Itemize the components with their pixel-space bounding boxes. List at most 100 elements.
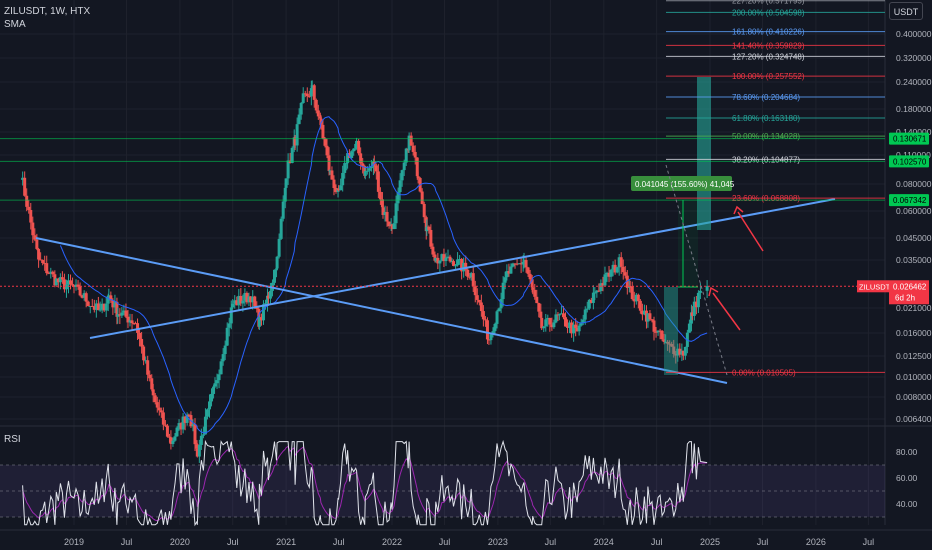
candle-body	[231, 303, 235, 308]
candle-body	[227, 323, 231, 328]
candle-body	[454, 265, 458, 267]
candle-body	[263, 303, 267, 305]
candle-body	[566, 326, 570, 328]
candle-body	[86, 301, 90, 307]
candle-body	[591, 292, 595, 303]
candle-body	[609, 269, 613, 277]
candle-body	[303, 93, 307, 95]
candle-body	[460, 259, 464, 272]
price-axis-tick: 0.240000	[896, 77, 932, 87]
rsi-pane-label: RSI	[4, 434, 21, 445]
candle-body	[195, 448, 199, 457]
candle-body	[681, 350, 685, 356]
currency-button[interactable]: USDT	[889, 2, 923, 20]
candle-body	[638, 300, 642, 311]
level-price-tag-text: 0.067342	[893, 196, 927, 205]
time-axis-tick: 2019	[64, 537, 84, 547]
candle-body	[396, 192, 400, 204]
candle-body	[229, 307, 233, 324]
candle-body	[468, 276, 472, 278]
candle-body	[483, 319, 487, 321]
time-axis-tick: Jul	[757, 537, 769, 547]
candle-body	[507, 271, 511, 274]
candle-body	[587, 299, 591, 309]
candle-body	[385, 211, 389, 222]
candle-body	[658, 330, 662, 332]
candle-body	[309, 88, 313, 97]
candle-body	[45, 263, 49, 274]
candle-body	[424, 217, 428, 232]
candle-body	[337, 188, 341, 191]
time-axis-tick: 2020	[170, 537, 190, 547]
candle-body	[191, 424, 195, 427]
candle-body	[464, 262, 468, 270]
candle-body	[197, 444, 201, 457]
candle-body	[261, 304, 265, 321]
time-axis-tick: Jul	[227, 537, 239, 547]
candle-body	[517, 263, 521, 265]
candle-body	[327, 155, 331, 171]
candle-body	[462, 262, 466, 272]
rsi-ma-line	[22, 445, 708, 522]
candle-body	[369, 166, 373, 169]
level-price-tag	[889, 194, 929, 207]
candle-body	[577, 325, 581, 332]
rsi-band	[0, 465, 885, 517]
candle-body	[696, 292, 700, 308]
candle-body	[398, 180, 402, 193]
candle-body	[350, 151, 354, 158]
candle-body	[597, 290, 601, 292]
candle-body	[619, 257, 623, 267]
candle-body	[415, 157, 419, 177]
candle-body	[142, 346, 146, 361]
candle-body	[539, 311, 543, 318]
candle-body	[341, 172, 345, 186]
candle-body	[128, 320, 132, 323]
candle-body	[628, 286, 632, 288]
candle-body	[332, 179, 336, 188]
candle-body	[301, 93, 305, 103]
candle-body	[522, 260, 526, 262]
candle-body	[118, 314, 122, 316]
candle-body	[64, 284, 68, 290]
candle-body	[213, 383, 217, 387]
candle-body	[233, 300, 237, 304]
time-axis-tick: 2022	[382, 537, 402, 547]
candle-body	[361, 163, 365, 167]
candle-body	[54, 278, 58, 286]
level-price-tag	[889, 132, 929, 145]
candle-body	[116, 314, 120, 317]
candle-body	[138, 332, 142, 339]
time-axis-tick: Jul	[651, 537, 663, 547]
candle-body	[277, 238, 281, 257]
candle-body	[66, 280, 70, 285]
candle-body	[29, 210, 33, 223]
candle-body	[521, 261, 525, 265]
candle-body	[47, 273, 51, 275]
candle-body	[381, 207, 385, 215]
candle-body	[617, 257, 621, 268]
price-axis-tick: 0.021000	[896, 303, 932, 313]
candle-body	[310, 85, 314, 89]
candle-body	[660, 330, 664, 340]
candle-body	[98, 309, 102, 311]
candle-body	[559, 313, 563, 315]
fib-level-label: 141.40% (0.359829)	[732, 41, 805, 50]
candle-body	[321, 124, 325, 139]
candle-body	[554, 314, 558, 323]
candle-body	[151, 389, 155, 396]
candle-body	[187, 414, 191, 416]
candle-body	[548, 317, 552, 325]
candle-body	[352, 148, 356, 152]
candle-body	[100, 303, 104, 310]
candle-body	[687, 323, 691, 333]
candle-body	[531, 287, 535, 290]
candle-body	[575, 327, 579, 332]
candle-body	[431, 246, 435, 255]
candle-body	[487, 339, 491, 341]
candle-body	[257, 317, 261, 327]
candle-body	[113, 301, 117, 308]
time-axis-tick: 2025	[700, 537, 720, 547]
